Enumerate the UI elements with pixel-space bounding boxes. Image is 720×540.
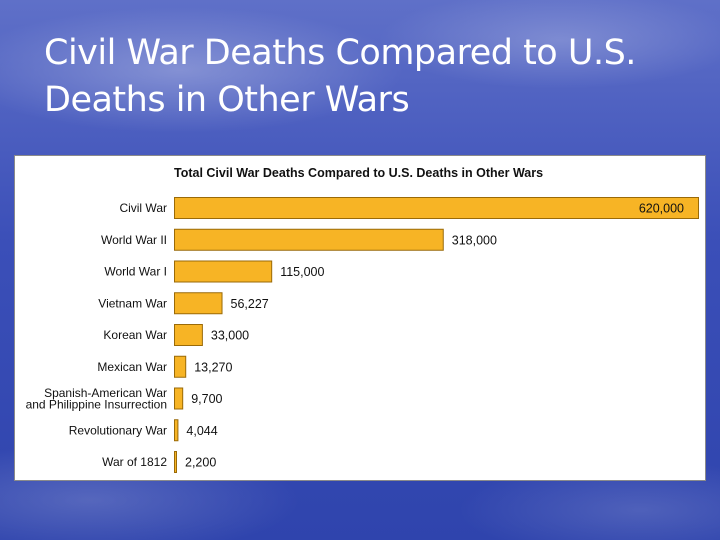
category-label-1: Civil War (119, 201, 167, 215)
value-label-2: 318,000 (452, 233, 497, 247)
bar-group: 620,000 Civil War 318,000 World War II 115,0… (26, 197, 699, 473)
chart-title: Total Civil War Deaths Compared to U.S. … (174, 166, 543, 180)
bar-1 (174, 197, 699, 219)
category-label-5: Korean War (103, 328, 167, 342)
bar-7 (174, 387, 184, 410)
value-label-5: 33,000 (211, 329, 249, 343)
value-label-1: 620,000 (639, 202, 684, 216)
value-label-9: 2,200 (185, 456, 216, 470)
category-label-8: Revolutionary War (69, 423, 167, 437)
value-label-3: 115,000 (280, 265, 324, 279)
bar-2 (174, 228, 444, 251)
slide-title: Civil War Deaths Compared to U.S. Deaths… (44, 30, 694, 124)
category-label-7: Spanish-American War and Philippine Insur… (26, 386, 167, 412)
category-label-4: Vietnam War (98, 296, 167, 310)
chart-panel: Total Civil War Deaths Compared to U.S. … (14, 155, 706, 481)
value-label-4: 56,227 (231, 297, 269, 311)
value-label-6: 13,270 (194, 360, 232, 374)
category-label-9: War of 1812 (102, 455, 167, 469)
bar-5 (174, 324, 203, 346)
slide-title-line-2: Deaths in Other Wars (44, 80, 410, 120)
value-label-8: 4,044 (186, 424, 217, 438)
bar-9 (174, 451, 177, 473)
category-label-2: World War II (101, 233, 167, 247)
category-label-6: Mexican War (97, 360, 167, 374)
category-label-3: World War I (104, 265, 167, 279)
bar-chart: Total Civil War Deaths Compared to U.S. … (26, 166, 699, 473)
bar-3 (174, 260, 273, 283)
slide-title-line-1: Civil War Deaths Compared to U.S. (44, 33, 636, 73)
bar-6 (174, 355, 187, 378)
bar-8 (174, 419, 179, 442)
bar-4 (174, 292, 223, 315)
value-label-7: 9,700 (191, 392, 222, 406)
